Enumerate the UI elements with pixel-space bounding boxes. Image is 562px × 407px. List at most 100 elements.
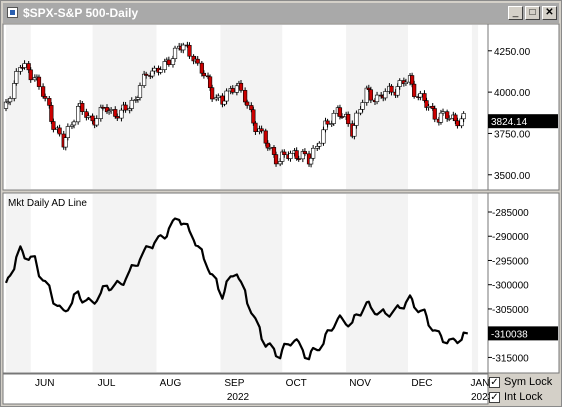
x-year-label: 2022 <box>227 392 250 403</box>
candle-body <box>278 161 283 165</box>
ad-line <box>4 217 469 361</box>
candle-body <box>430 105 435 109</box>
candle-body <box>389 85 394 93</box>
candle-body <box>455 120 460 127</box>
candle-body <box>360 102 365 110</box>
candle-body <box>308 157 314 165</box>
x-tick-label: JUN <box>35 378 54 389</box>
price-axis[interactable] <box>487 23 560 191</box>
chart-app-icon <box>7 7 18 18</box>
candle-body <box>172 47 178 59</box>
maximize-button[interactable]: □ <box>525 6 540 20</box>
indicator-axis[interactable] <box>487 192 560 374</box>
candle-body <box>142 73 147 86</box>
candle-body <box>49 105 54 122</box>
month-shade <box>220 194 283 372</box>
month-shade <box>346 194 408 372</box>
candle-body <box>98 106 103 119</box>
candle-body <box>352 125 357 137</box>
ad-tick-label: -305000 <box>492 305 529 316</box>
candle-body <box>109 109 114 111</box>
month-shade <box>471 194 479 372</box>
candle-body <box>181 44 186 51</box>
price-tick-label: 4250.00 <box>494 47 531 58</box>
candle-body <box>422 93 427 101</box>
candle-body <box>445 111 450 119</box>
candle-body <box>90 115 95 122</box>
candle-body <box>41 86 46 97</box>
price-tick-label: 3500.00 <box>494 171 531 182</box>
candle-body <box>12 83 17 99</box>
candle-body <box>273 154 279 165</box>
ad-line-series <box>4 217 469 361</box>
ad-tick-label: -300000 <box>492 281 529 292</box>
x-year-label-next: 2023 <box>471 392 494 403</box>
candle-body <box>317 142 322 147</box>
minimize-button[interactable]: _ <box>508 6 523 20</box>
candle-body <box>251 109 256 124</box>
candle-body <box>311 147 316 159</box>
candle-body <box>36 76 42 87</box>
sym-lock-label: Sym Lock <box>504 376 553 388</box>
x-tick-label: AUG <box>160 378 182 389</box>
candle-body <box>440 111 446 114</box>
candle-body <box>43 96 48 99</box>
candle-body <box>412 83 417 97</box>
candle-body <box>216 95 221 98</box>
candle-body <box>28 69 33 81</box>
candle-body <box>119 109 124 119</box>
candle-body <box>115 116 120 119</box>
x-tick-label: NOV <box>349 378 371 389</box>
candle-body <box>321 129 326 144</box>
candle-body <box>129 100 134 109</box>
candle-body <box>224 90 229 102</box>
candle-body <box>403 81 409 84</box>
candle-body <box>199 62 204 74</box>
time-axis[interactable] <box>2 373 489 405</box>
candle-body <box>80 103 85 112</box>
x-tick-label: DEC <box>411 378 432 389</box>
candle-body <box>123 104 128 111</box>
candle-body <box>94 118 99 126</box>
int-lock-checkbox[interactable]: ✓ Int Lock <box>489 391 561 405</box>
candle-body <box>65 126 70 138</box>
x-tick-label: SEP <box>224 378 244 389</box>
candle-body <box>397 80 402 87</box>
ad-tick-label: -295000 <box>492 256 529 267</box>
close-button[interactable]: ✕ <box>542 6 557 20</box>
window-title: $SPX-S&P 500-Daily <box>23 6 139 20</box>
candle-body <box>14 71 19 84</box>
price-last-value-tag <box>488 114 558 129</box>
candle-body <box>63 137 68 148</box>
candle-body <box>325 120 330 125</box>
ad-last-value: -310038 <box>491 329 528 340</box>
candle-body <box>418 93 423 98</box>
candle-body <box>249 105 254 111</box>
candle-body <box>271 147 277 155</box>
candle-body <box>100 106 105 109</box>
month-shade <box>471 25 479 189</box>
candle-body <box>187 44 192 57</box>
candle-body <box>166 59 171 65</box>
candle-body <box>461 113 466 120</box>
candle-body <box>137 85 143 99</box>
candle-body <box>47 98 52 106</box>
title-bar[interactable]: $SPX-S&P 500-Daily _ □ ✕ <box>3 3 559 23</box>
candle-body <box>368 89 373 101</box>
price-candles <box>3 41 466 168</box>
candle-body <box>201 72 206 77</box>
candle-body <box>339 116 345 118</box>
candle-body <box>409 75 415 85</box>
price-last-value: 3824.14 <box>491 117 528 128</box>
candle-body <box>267 147 272 149</box>
candle-body <box>395 86 400 96</box>
x-tick-label: JAN <box>471 378 490 389</box>
candle-body <box>438 112 444 123</box>
int-lock-check[interactable]: ✓ <box>489 392 500 403</box>
candle-body <box>234 85 239 93</box>
sym-lock-check[interactable]: ✓ <box>489 377 500 388</box>
sym-lock-checkbox[interactable]: ✓ Sym Lock <box>489 376 561 390</box>
month-shade <box>6 194 31 372</box>
x-tick-label: JUL <box>98 378 116 389</box>
